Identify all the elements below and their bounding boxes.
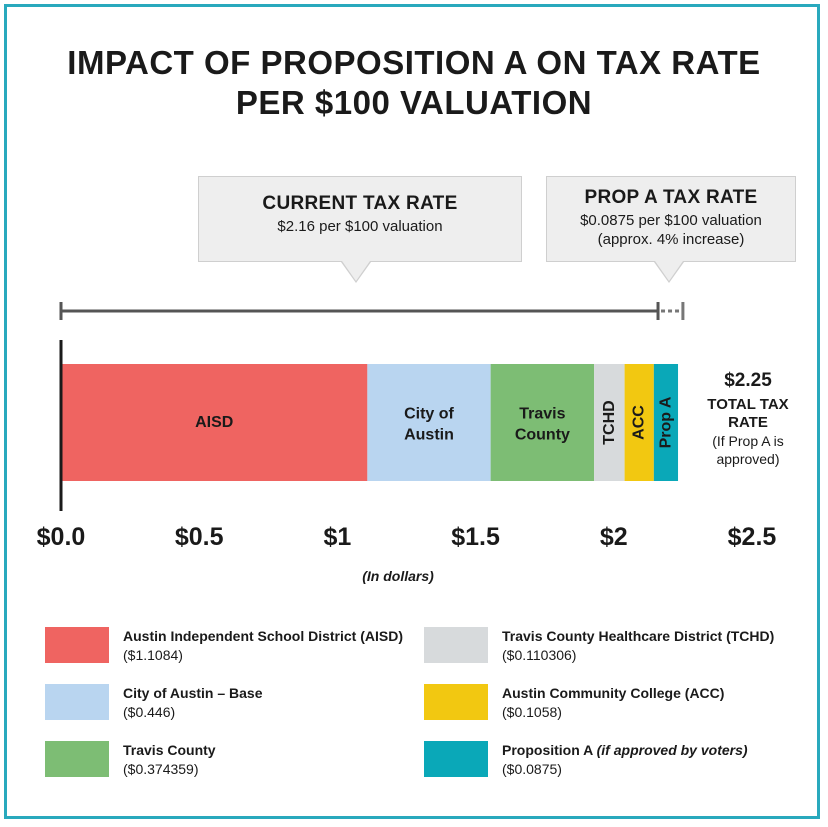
- segment-label: Prop A: [657, 396, 674, 448]
- legend-swatch: [424, 741, 488, 777]
- legend-name: Travis County Healthcare District (TCHD): [502, 628, 775, 644]
- current-callout-pointer: [342, 261, 370, 281]
- legend-swatch: [424, 684, 488, 720]
- legend-item-acc: Austin Community College (ACC) ($0.1058): [424, 684, 724, 722]
- chart-title-line2: PER $100 VALUATION: [235, 84, 593, 121]
- legend-swatch: [45, 684, 109, 720]
- total-value: $2.25: [724, 370, 772, 391]
- legend-swatch: [45, 627, 109, 663]
- legend-item-city-of-austin: City of Austin – Base ($0.446): [45, 684, 263, 722]
- legend-item-prop-a: Proposition A (if approved by voters) ($0…: [424, 741, 748, 779]
- x-tick-label: $2.5: [728, 523, 777, 551]
- current-tax-rate-sub: $2.16 per $100 valuation: [277, 218, 443, 235]
- prop-a-tax-rate-callout: PROP A TAX RATE $0.0875 per $100 valuati…: [546, 176, 796, 262]
- total-label-line1: TOTAL TAX: [707, 396, 789, 413]
- prop-a-sub2: (approx. 4% increase): [597, 231, 745, 248]
- legend-swatch: [45, 741, 109, 777]
- chart-title-line1: IMPACT OF PROPOSITION A ON TAX RATE: [67, 44, 761, 81]
- x-tick-label: $2: [600, 523, 628, 551]
- legend-value: ($1.1084): [123, 647, 183, 663]
- legend-name: Travis County: [123, 742, 216, 758]
- bar-segment-aisd: [61, 364, 368, 481]
- legend-name: Austin Community College (ACC): [502, 685, 725, 701]
- total-note-line2: approved): [716, 451, 780, 467]
- prop-a-callout-pointer: [655, 261, 683, 281]
- segment-label: Travis County: [515, 406, 570, 444]
- legend-name: City of Austin – Base: [123, 685, 263, 701]
- axis-unit-label: (In dollars): [362, 568, 434, 584]
- total-label-line2: RATE: [728, 414, 768, 431]
- total-note-line1: (If Prop A is: [712, 433, 784, 449]
- bar-segment-prop-a: [653, 364, 679, 481]
- segment-label: TCHD: [601, 400, 618, 444]
- legend-item-aisd: Austin Independent School District (AISD…: [45, 627, 403, 665]
- bar-segment-city-of-austin: [367, 364, 491, 481]
- bar-segment-travis-county: [490, 364, 595, 481]
- legend-value: ($0.0875): [502, 761, 562, 777]
- segment-label: ACC: [631, 405, 648, 440]
- prop-a-sub1: $0.0875 per $100 valuation: [580, 212, 762, 229]
- current-tax-rate-heading: CURRENT TAX RATE: [262, 193, 458, 214]
- x-tick-label: $0.0: [37, 523, 86, 551]
- legend-name-prefix: Proposition A: [502, 742, 597, 758]
- x-tick-label: $0.5: [175, 523, 224, 551]
- legend-item-tchd: Travis County Healthcare District (TCHD)…: [424, 627, 774, 665]
- bar-segment-acc: [624, 364, 654, 481]
- legend-swatch: [424, 627, 488, 663]
- segment-label: AISD: [195, 414, 233, 431]
- frame-border: [4, 4, 820, 819]
- legend-item-travis-county: Travis County ($0.374359): [45, 741, 216, 779]
- legend-value: ($0.446): [123, 704, 176, 720]
- legend-value: ($0.110306): [502, 647, 577, 663]
- x-tick-label: $1.5: [451, 523, 500, 551]
- legend-value: ($0.374359): [123, 761, 199, 777]
- prop-a-heading: PROP A TAX RATE: [584, 187, 758, 208]
- legend-value: ($0.1058): [502, 704, 562, 720]
- legend-name: Austin Independent School District (AISD…: [123, 628, 404, 644]
- x-tick-label: $1: [323, 523, 351, 551]
- total-tax-rate-annotation: $2.25 TOTAL TAX RATE (If Prop A is appro…: [688, 370, 808, 468]
- legend-name-italic: (if approved by voters): [596, 742, 748, 758]
- legend-name: Proposition A (if approved by voters): [502, 741, 748, 760]
- segment-label: City of Austin: [404, 406, 454, 444]
- bar-segment-tchd: [594, 364, 625, 481]
